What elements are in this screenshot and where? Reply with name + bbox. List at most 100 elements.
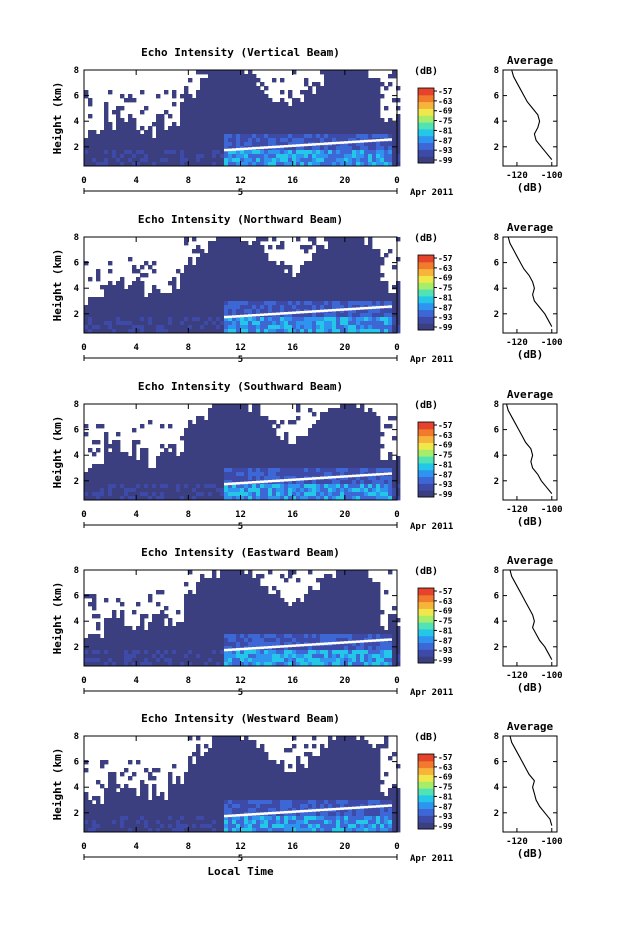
heatmap-cell: [256, 301, 261, 306]
heatmap-cell: [368, 249, 373, 254]
heatmap-cell: [348, 452, 353, 457]
heatmap-cell: [340, 428, 345, 433]
heatmap-cell: [96, 321, 101, 326]
heatmap-cell: [108, 444, 113, 449]
heatmap-cell: [296, 102, 301, 107]
heatmap-cell: [88, 305, 93, 310]
heatmap-cell: [380, 162, 385, 167]
heatmap-cell: [108, 321, 113, 326]
heatmap-cell: [328, 90, 333, 95]
heatmap-cell: [104, 305, 109, 310]
heatmap-cell: [348, 317, 353, 322]
heatmap-cell: [252, 460, 257, 465]
heatmap-cell: [224, 130, 229, 135]
heatmap-cell: [344, 241, 349, 246]
heatmap-cell: [328, 249, 333, 254]
heatmap-cell: [284, 130, 289, 135]
colorbar-tick-label: -63: [438, 264, 453, 273]
heatmap-cell: [188, 102, 193, 107]
heatmap-cell: [380, 150, 385, 155]
heatmap-cell: [352, 82, 357, 87]
heatmap-cell: [380, 293, 385, 298]
heatmap-cell: [332, 70, 337, 75]
heatmap-cell: [344, 126, 349, 131]
heatmap-cell: [156, 289, 161, 294]
heatmap-cell: [220, 305, 225, 310]
heatmap-cell: [184, 428, 189, 433]
heatmap-cell: [200, 448, 205, 453]
heatmap-cell: [352, 281, 357, 286]
heatmap-cell: [128, 98, 133, 103]
heatmap-cell: [244, 309, 249, 314]
x-tick-label: 4: [133, 176, 139, 186]
heatmap-cell: [292, 122, 297, 127]
heatmap-cell: [328, 297, 333, 302]
heatmap-cell: [320, 321, 325, 326]
heatmap-cell: [164, 492, 169, 497]
heatmap-cell: [364, 428, 369, 433]
heatmap-cell: [172, 94, 177, 99]
heatmap-cell: [364, 130, 369, 135]
heatmap-cell: [280, 150, 285, 155]
heatmap-cell: [244, 317, 249, 322]
heatmap-cell: [288, 488, 293, 493]
heatmap-cell: [152, 614, 157, 619]
heatmap-cell: [384, 158, 389, 163]
heatmap-cell: [212, 158, 217, 163]
heatmap-cell: [228, 484, 233, 489]
heatmap-cell: [304, 150, 309, 155]
heatmap-cell: [96, 269, 101, 274]
heatmap-cell: [220, 277, 225, 282]
heatmap-cell: [232, 245, 237, 250]
heatmap-cell: [212, 476, 217, 481]
heatmap-cell: [108, 468, 113, 473]
heatmap-cell: [320, 460, 325, 465]
heatmap-cell: [220, 484, 225, 489]
heatmap-cell: [88, 634, 93, 639]
heatmap-cell: [172, 285, 177, 290]
heatmap-cell: [220, 154, 225, 159]
heatmap-cell: [292, 138, 297, 143]
heatmap-cell: [100, 480, 105, 485]
heatmap-cell: [348, 476, 353, 481]
heatmap-cell: [108, 289, 113, 294]
heatmap-cell: [256, 496, 261, 501]
heatmap-cell: [316, 154, 321, 159]
heatmap-cell: [224, 146, 229, 151]
heatmap-cell: [312, 424, 317, 429]
heatmap-cell: [344, 285, 349, 290]
heatmap-cell: [276, 146, 281, 151]
heatmap-cell: [328, 277, 333, 282]
heatmap-cell: [336, 82, 341, 87]
heatmap-cell: [96, 138, 101, 143]
heatmap-cell: [376, 444, 381, 449]
bright-layer-segment: [296, 478, 300, 481]
heatmap-cell: [316, 448, 321, 453]
heatmap-cell: [272, 492, 277, 497]
x-tick-label: 16: [287, 176, 298, 186]
bright-layer-segment: [276, 145, 280, 148]
heatmap-cell: [348, 257, 353, 262]
heatmap-cell: [128, 634, 133, 639]
heatmap-cell: [276, 313, 281, 318]
heatmap-cell: [344, 325, 349, 330]
heatmap-cell: [376, 309, 381, 314]
heatmap-cell: [204, 98, 209, 103]
heatmap-cell: [256, 102, 261, 107]
heatmap-cell: [200, 285, 205, 290]
heatmap-cell: [104, 488, 109, 493]
heatmap-cell: [396, 313, 401, 318]
heatmap-cell: [216, 329, 221, 334]
colorbar-swatch: [418, 476, 434, 484]
heatmap-cell: [288, 317, 293, 322]
heatmap-cell: [184, 114, 189, 119]
heatmap-cell: [252, 448, 257, 453]
heatmap-cell: [348, 122, 353, 127]
heatmap-cell: [296, 289, 301, 294]
heatmap-cell: [304, 249, 309, 254]
heatmap-cell: [216, 110, 221, 115]
heatmap-cell: [340, 146, 345, 151]
heatmap-cell: [164, 630, 169, 635]
heatmap-cell: [96, 297, 101, 302]
heatmap-cell: [320, 412, 325, 417]
